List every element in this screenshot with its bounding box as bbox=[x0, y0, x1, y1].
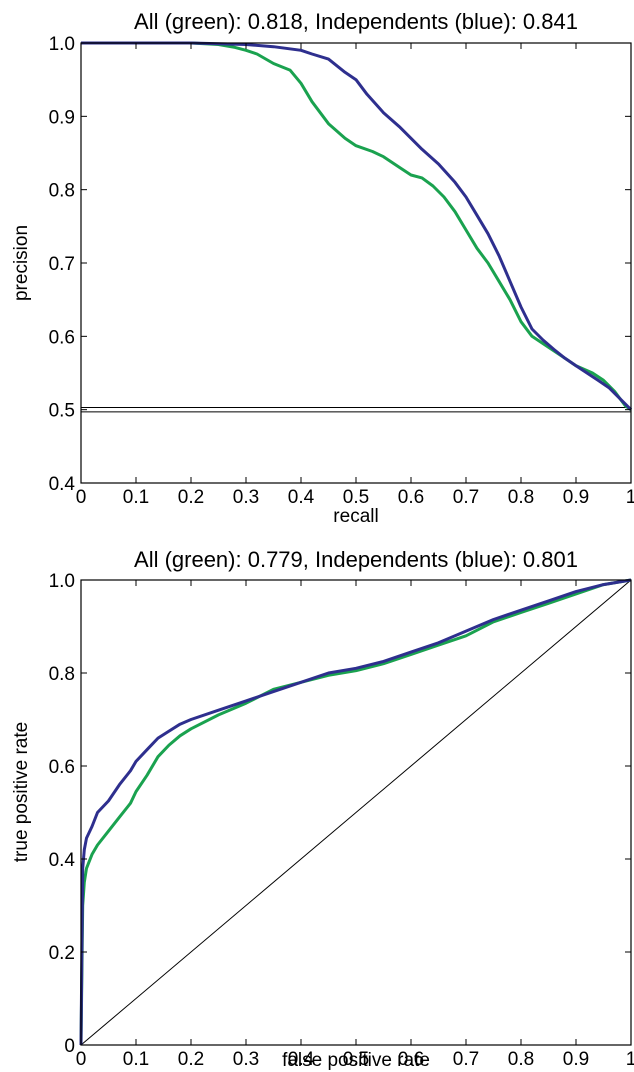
x-tick-label: 1 bbox=[626, 1049, 634, 1070]
y-tick-label: 0.5 bbox=[49, 401, 75, 422]
y-tick-label: 1.0 bbox=[49, 34, 75, 55]
x-tick-label: 0.8 bbox=[508, 1049, 534, 1070]
x-tick-label: 0.3 bbox=[233, 1049, 259, 1070]
y-tick-label: 0.4 bbox=[49, 474, 76, 495]
y-tick-label: 0.2 bbox=[49, 943, 75, 964]
y-axis-label: true positive rate bbox=[11, 722, 32, 862]
x-tick-label: 0.9 bbox=[563, 487, 589, 508]
x-tick-label: 0.7 bbox=[453, 487, 479, 508]
series-line-green bbox=[81, 41, 632, 411]
x-axis-label: recall bbox=[333, 506, 378, 527]
y-tick-label: 0.4 bbox=[49, 850, 76, 871]
ticks: 0 0.1 0.2 0.3 0.4 0.5 0.6 0.7 0.8 0.9 1 0.4 0.5 0.6 0.… bbox=[49, 34, 634, 508]
x-axis-label: false positive rate bbox=[282, 1050, 430, 1071]
x-tick-label: 0.9 bbox=[563, 1049, 589, 1070]
x-tick-label: 1 bbox=[626, 487, 634, 508]
x-tick-label: 0.2 bbox=[178, 1049, 204, 1070]
y-axis-label: precision bbox=[11, 225, 32, 301]
y-tick-label: 0 bbox=[64, 1036, 75, 1057]
x-tick-label: 0.7 bbox=[453, 1049, 479, 1070]
chart-title: All (green): 0.818, Independents (blue):… bbox=[134, 9, 578, 34]
plot-frame bbox=[80, 42, 632, 484]
y-tick-label: 0.7 bbox=[49, 254, 75, 275]
y-tick-label: 0.6 bbox=[49, 757, 75, 778]
x-tick-label: 0.4 bbox=[288, 487, 315, 508]
x-tick-label: 0.1 bbox=[123, 1049, 149, 1070]
reference-lines bbox=[80, 579, 632, 1046]
x-tick-label: 0.1 bbox=[123, 487, 149, 508]
precision-recall-chart: All (green): 0.818, Independents (blue):… bbox=[11, 9, 634, 527]
x-tick-label: 0.5 bbox=[343, 1049, 369, 1070]
x-tick-label: 0.8 bbox=[508, 487, 534, 508]
y-tick-label: 0.9 bbox=[49, 107, 75, 128]
chart-title: All (green): 0.779, Independents (blue):… bbox=[134, 547, 578, 572]
x-tick-label: 0.6 bbox=[398, 487, 424, 508]
y-tick-label: 0.8 bbox=[49, 664, 75, 685]
series-line-blue bbox=[79, 578, 632, 1046]
x-tick-label: 0.3 bbox=[233, 487, 259, 508]
x-tick-label: 0.4 bbox=[288, 1049, 315, 1070]
x-tick-label: 0 bbox=[76, 487, 87, 508]
y-tick-label: 1.0 bbox=[49, 571, 75, 592]
roc-chart: All (green): 0.779, Independents (blue):… bbox=[11, 547, 634, 1071]
series-line-blue bbox=[81, 41, 633, 411]
x-tick-label: 0.6 bbox=[398, 1049, 424, 1070]
x-tick-label: 0.2 bbox=[178, 487, 204, 508]
ticks: 0 0.1 0.2 0.3 0.4 0.5 0.6 0.7 0.8 0.9 1 0 0.2 0.4 0.6 0… bbox=[49, 571, 634, 1070]
y-tick-label: 0.6 bbox=[49, 327, 75, 348]
reference-line bbox=[80, 579, 632, 1046]
reference-lines bbox=[81, 406, 631, 413]
x-tick-label: 0 bbox=[76, 1049, 87, 1070]
x-tick-label: 0.5 bbox=[343, 487, 369, 508]
series-line-green bbox=[79, 578, 632, 1046]
y-tick-label: 0.8 bbox=[49, 181, 75, 202]
series-layer bbox=[79, 578, 632, 1046]
plot-frame bbox=[80, 579, 632, 1046]
series-layer bbox=[81, 41, 633, 411]
